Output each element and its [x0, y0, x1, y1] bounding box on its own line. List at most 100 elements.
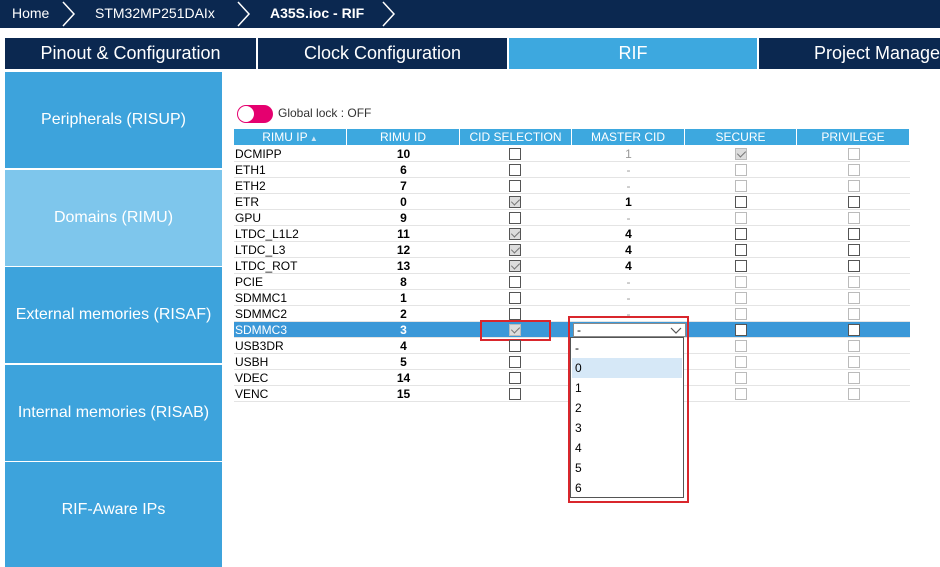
cid-checkbox[interactable] [509, 164, 521, 176]
secure-checkbox [735, 164, 747, 176]
rimu-id: 2 [400, 307, 407, 321]
rimu-ip: SDMMC1 [235, 291, 288, 305]
rimu-ip: ETH1 [235, 163, 266, 177]
column-header[interactable]: RIMU ID [347, 129, 460, 145]
breadcrumb-item[interactable]: A35S.ioc - RIF [270, 5, 365, 21]
rimu-id: 13 [396, 259, 411, 273]
column-header[interactable]: RIMU IP ▲ [234, 129, 347, 145]
sidebar-item[interactable]: External memories (RISAF) [5, 267, 222, 363]
tab[interactable]: Clock Configuration [258, 38, 507, 69]
cid-checkbox[interactable] [509, 340, 521, 352]
cid-checkbox[interactable] [509, 372, 521, 384]
rimu-ip: VDEC [235, 371, 269, 385]
tab[interactable]: Pinout & Configuration [5, 38, 256, 69]
table-row [234, 194, 910, 210]
rimu-id: 3 [400, 323, 407, 337]
table-row [234, 146, 910, 162]
cid-checkbox[interactable] [509, 308, 521, 320]
breadcrumb-bar [0, 0, 940, 28]
rimu-id: 10 [396, 147, 411, 161]
privilege-checkbox [848, 164, 860, 176]
cid-checkbox[interactable] [509, 260, 521, 272]
rimu-id: 6 [400, 163, 407, 177]
dropdown-option[interactable]: 4 [575, 441, 582, 455]
privilege-checkbox[interactable] [848, 324, 860, 336]
column-header[interactable]: SECURE [685, 129, 797, 145]
rimu-ip: PCIE [235, 275, 264, 289]
cid-checkbox[interactable] [509, 148, 521, 160]
privilege-checkbox [848, 372, 860, 384]
master-cid: 4 [625, 227, 632, 241]
privilege-checkbox[interactable] [848, 228, 860, 240]
privilege-checkbox[interactable] [848, 196, 860, 208]
cid-checkbox[interactable] [509, 180, 521, 192]
privilege-checkbox [848, 148, 860, 160]
rimu-ip: DCMIPP [235, 147, 282, 161]
privilege-checkbox[interactable] [848, 260, 860, 272]
cid-checkbox [509, 324, 521, 336]
secure-checkbox[interactable] [735, 228, 747, 240]
privilege-checkbox [848, 308, 860, 320]
cid-checkbox[interactable] [509, 212, 521, 224]
column-header[interactable]: PRIVILEGE [797, 129, 910, 145]
breadcrumb-item[interactable]: Home [12, 5, 50, 21]
breadcrumb-item[interactable]: STM32MP251DAIx [95, 5, 215, 21]
cid-checkbox[interactable] [509, 356, 521, 368]
cid-checkbox[interactable] [509, 276, 521, 288]
rimu-id: 12 [396, 243, 411, 257]
cid-checkbox[interactable] [509, 228, 521, 240]
secure-checkbox [735, 180, 747, 192]
secure-checkbox[interactable] [735, 324, 747, 336]
cid-checkbox[interactable] [509, 388, 521, 400]
rimu-ip: ETR [235, 195, 259, 209]
cid-checkbox[interactable] [509, 292, 521, 304]
column-header[interactable]: CID SELECTION [460, 129, 572, 145]
dropdown-option[interactable]: 2 [575, 401, 582, 415]
master-cid-select[interactable]: - [573, 323, 686, 337]
sidebar-item[interactable]: Internal memories (RISAB) [5, 364, 222, 461]
table-row [234, 306, 910, 322]
sidebar-item[interactable]: Peripherals (RISUP) [5, 72, 222, 168]
privilege-checkbox[interactable] [848, 244, 860, 256]
secure-checkbox [735, 372, 747, 384]
secure-checkbox[interactable] [735, 244, 747, 256]
dropdown-option[interactable]: 5 [575, 461, 582, 475]
dropdown-option[interactable]: 6 [575, 481, 582, 495]
secure-checkbox [735, 276, 747, 288]
rimu-ip: USBH [235, 355, 269, 369]
privilege-checkbox [848, 388, 860, 400]
tab[interactable]: RIF [509, 38, 757, 69]
secure-checkbox [735, 308, 747, 320]
secure-checkbox[interactable] [735, 196, 747, 208]
sort-arrow: ▲ [307, 134, 318, 143]
tab[interactable]: Project Manage [759, 38, 940, 69]
rimu-ip: ETH2 [235, 179, 266, 193]
secure-checkbox[interactable] [735, 260, 747, 272]
highlight-box [568, 316, 689, 503]
privilege-checkbox [848, 212, 860, 224]
sidebar-item[interactable]: RIF-Aware IPs [5, 462, 222, 558]
table-row [234, 162, 910, 178]
column-header[interactable]: MASTER CID [572, 129, 685, 145]
table-row [234, 258, 910, 274]
rimu-ip: USB3DR [235, 339, 284, 353]
global-lock-toggle[interactable] [237, 104, 277, 124]
cid-checkbox[interactable] [509, 196, 521, 208]
table-row [234, 226, 910, 242]
master-cid: - [626, 179, 631, 193]
sidebar-item[interactable]: Domains (RIMU) [5, 169, 222, 266]
dropdown-option[interactable]: 3 [575, 421, 582, 435]
rimu-ip: GPU [235, 211, 262, 225]
select-chevron [670, 327, 682, 334]
master-cid: 4 [625, 259, 632, 273]
dropdown-option[interactable]: 0 [572, 358, 682, 378]
cid-checkbox[interactable] [509, 244, 521, 256]
master-cid: - [626, 275, 631, 289]
dropdown-option[interactable]: 1 [575, 381, 582, 395]
secure-checkbox [735, 148, 747, 160]
rimu-ip: LTDC_L1L2 [235, 227, 299, 241]
rimu-ip: LTDC_L3 [235, 243, 286, 257]
dropdown-option[interactable]: - [575, 341, 579, 355]
privilege-checkbox [848, 340, 860, 352]
global-lock-label: Global lock : OFF [278, 106, 372, 120]
